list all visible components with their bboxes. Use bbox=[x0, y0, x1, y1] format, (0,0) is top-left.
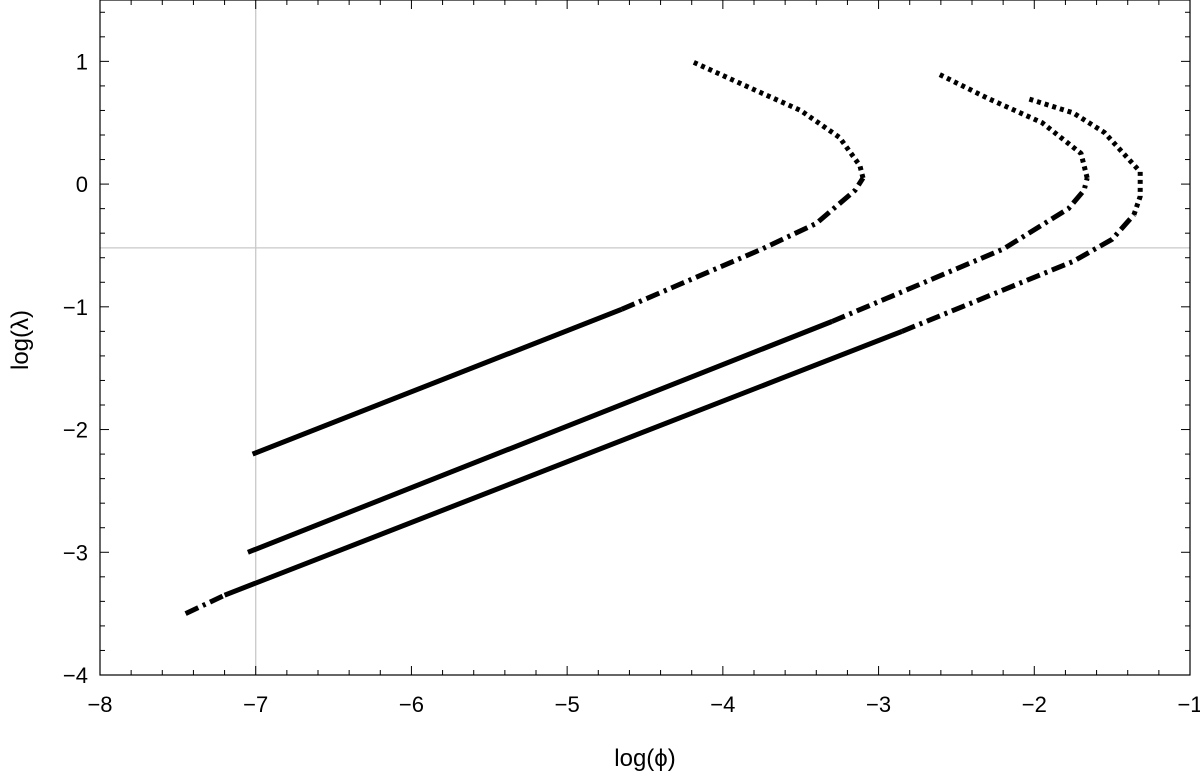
x-tick-label: −2 bbox=[1022, 692, 1047, 717]
y-axis-title: log(λ) bbox=[7, 310, 34, 370]
x-tick-label: −3 bbox=[866, 692, 891, 717]
y-tick-label: 0 bbox=[76, 172, 88, 197]
series-2-dotted-segment bbox=[936, 71, 1090, 179]
x-tick-label: −4 bbox=[710, 692, 735, 717]
series-1-curve bbox=[251, 59, 866, 457]
x-tick-labels: −8 −7 −6 −5 −4 −3 −2 −1 bbox=[87, 692, 1200, 717]
x-tick-label: −8 bbox=[87, 692, 112, 717]
x-tick-label: −6 bbox=[399, 692, 424, 717]
series-3-dashdot-segment bbox=[184, 592, 226, 616]
plot-frame bbox=[99, 0, 1191, 676]
x-tick-label: −1 bbox=[1177, 692, 1200, 717]
series-2-dashdot-segment bbox=[830, 177, 1090, 324]
x-axis-title: log(ϕ) bbox=[614, 745, 675, 772]
y-tick-label: −2 bbox=[63, 418, 88, 443]
series-3-dashdot-segment bbox=[900, 213, 1136, 334]
series-1-dashdot-segment bbox=[620, 176, 866, 312]
y-tick-label: −1 bbox=[63, 295, 88, 320]
series-3-dotted-segment bbox=[1025, 95, 1143, 216]
series-2-curve bbox=[246, 71, 1090, 555]
x-tick-label: −7 bbox=[243, 692, 268, 717]
series-3-curve bbox=[184, 95, 1143, 616]
y-tick-label: 1 bbox=[76, 49, 88, 74]
plot-area bbox=[100, 0, 1190, 675]
x-tick-label: −5 bbox=[555, 692, 580, 717]
y-tick-labels: −4 −3 −2 −1 0 1 bbox=[63, 49, 88, 688]
series-layer bbox=[184, 59, 1143, 616]
y-tick-label: −4 bbox=[63, 663, 88, 688]
series-1-solid-segment bbox=[251, 306, 623, 457]
tick-marks bbox=[99, 0, 1191, 676]
y-tick-label: −3 bbox=[63, 540, 88, 565]
series-2-solid-segment bbox=[246, 319, 833, 555]
series-1-dotted-segment bbox=[690, 59, 866, 179]
series-3-solid-segment bbox=[223, 329, 903, 598]
